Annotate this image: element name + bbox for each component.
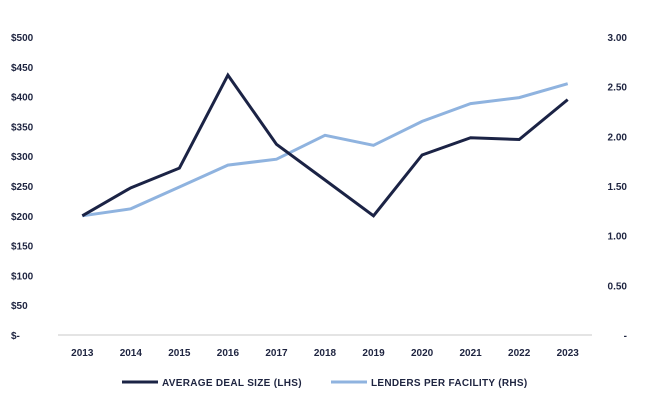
x-tick-label: 2020 — [411, 348, 434, 359]
right-tick-label: 3.00 — [608, 33, 628, 44]
legend-label: AVERAGE DEAL SIZE (LHS) — [162, 378, 302, 389]
legend: AVERAGE DEAL SIZE (LHS) LENDERS PER FACIL… — [122, 378, 528, 389]
left-tick-label: $50 — [11, 301, 28, 312]
x-tick-label: 2014 — [120, 348, 143, 359]
right-tick-label: 1.00 — [608, 232, 628, 243]
left-tick-label: $150 — [11, 242, 34, 253]
right-tick-label: 2.50 — [608, 83, 628, 94]
x-tick-label: 2019 — [362, 348, 385, 359]
x-tick-label: 2017 — [265, 348, 288, 359]
x-tick-label: 2016 — [217, 348, 240, 359]
left-tick-label: $300 — [11, 152, 34, 163]
x-tick-label: 2018 — [314, 348, 337, 359]
lenders-per-facility-line — [82, 82, 569, 218]
right-tick-label: - — [624, 331, 627, 342]
left-tick-label: $200 — [11, 212, 34, 223]
left-tick-label: $- — [11, 331, 20, 342]
right-tick-label: 1.50 — [608, 182, 628, 193]
left-tick-label: $250 — [11, 182, 34, 193]
right-tick-label: 0.50 — [608, 281, 628, 292]
legend-label: LENDERS PER FACILITY (RHS) — [371, 378, 528, 389]
left-tick-label: $400 — [11, 93, 34, 104]
x-tick-label: 2021 — [460, 348, 483, 359]
x-tick-label: 2023 — [557, 348, 580, 359]
x-tick-label: 2013 — [71, 348, 94, 359]
x-tick-label: 2022 — [508, 348, 531, 359]
left-tick-label: $450 — [11, 63, 34, 74]
series-lines — [81, 72, 569, 218]
left-tick-label: $500 — [11, 33, 34, 44]
left-axis-ticks: $- $50 $100 $150 $200 $250 $300 $350 $400 $450 $50… — [11, 33, 34, 342]
left-tick-label: $350 — [11, 122, 34, 133]
x-tick-label: 2015 — [168, 348, 191, 359]
left-tick-label: $100 — [11, 271, 34, 282]
x-axis-ticks: 2013 2014 2015 2016 2017 2018 2019 2020 2021 2022… — [71, 348, 579, 359]
average-deal-size-line — [81, 72, 569, 218]
right-tick-label: 2.00 — [608, 132, 628, 143]
right-axis-ticks: - 0.50 1.00 1.50 2.00 2.50 3.00 — [608, 33, 628, 342]
